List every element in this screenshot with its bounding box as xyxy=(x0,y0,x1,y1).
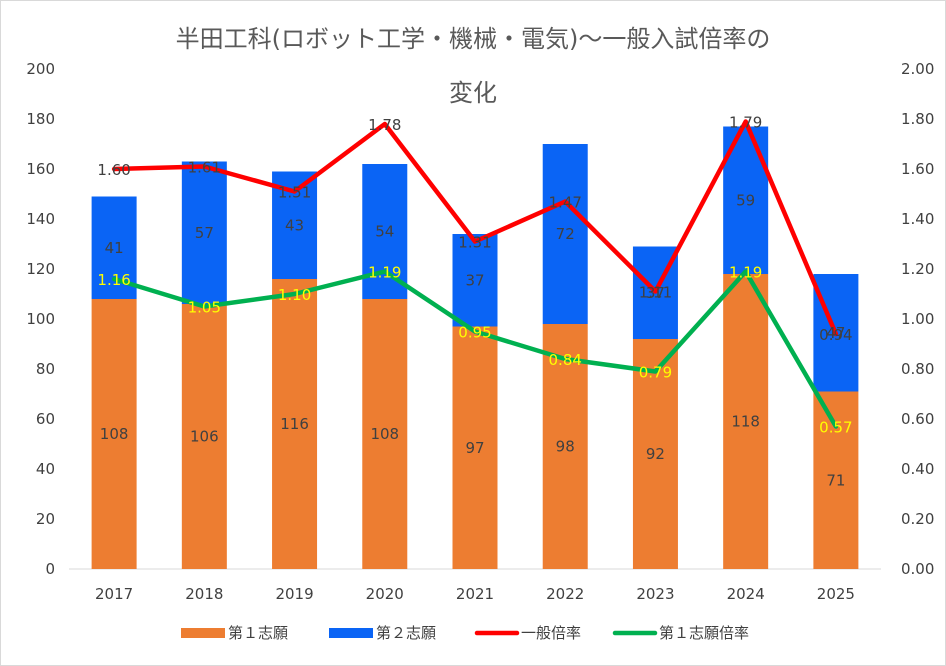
chart-title-line1: 半田工科(ロボット工学・機械・電気)〜一般入試倍率の xyxy=(176,25,771,53)
general-ratio-label: 0.94 xyxy=(819,326,852,344)
y-right-tick-label: 1.00 xyxy=(901,310,934,328)
y-left-tick-label: 140 xyxy=(26,210,55,228)
y-right-tick-label: 0.40 xyxy=(901,460,934,478)
first-choice-ratio-label: 1.16 xyxy=(97,271,130,289)
legend-label-3: 一般倍率 xyxy=(521,624,581,642)
y-left-tick-label: 60 xyxy=(36,410,55,428)
bar-first-choice-value-label: 116 xyxy=(280,415,309,433)
y-left-tick-label: 0 xyxy=(45,560,55,578)
bar-second-choice xyxy=(181,161,227,304)
y-right-tick-label: 0.80 xyxy=(901,360,934,378)
bar-series xyxy=(91,126,859,569)
bar-first-choice-value-label: 118 xyxy=(731,413,760,431)
x-tick-label: 2022 xyxy=(546,585,584,603)
y-left-tick-label: 80 xyxy=(36,360,55,378)
y-right-tick-label: 0.60 xyxy=(901,410,934,428)
general-ratio-label: 1.61 xyxy=(188,159,221,177)
general-ratio-label: 1.78 xyxy=(368,116,401,134)
line-first-choice-ratio xyxy=(111,269,839,429)
bar-first-choice-value-label: 106 xyxy=(190,428,219,446)
bar-second-choice-value-label: 54 xyxy=(375,223,394,241)
bar-second-choice xyxy=(452,234,498,327)
first-choice-ratio-label: 0.57 xyxy=(819,419,852,437)
x-tick-label: 2023 xyxy=(636,585,674,603)
bar-second-choice-value-label: 37 xyxy=(646,284,665,302)
x-tick-label: 2020 xyxy=(366,585,404,603)
y-left-tick-label: 40 xyxy=(36,460,55,478)
bar-first-choice xyxy=(813,391,859,569)
legend-label-2: 第２志願 xyxy=(376,624,436,642)
legend-swatch-2 xyxy=(329,628,373,638)
first-choice-ratio-label: 1.10 xyxy=(278,286,311,304)
chart-title-line2: 変化 xyxy=(449,79,497,107)
general-ratio-label: 1.51 xyxy=(278,184,311,202)
bar-first-choice xyxy=(452,326,498,569)
bar-first-choice xyxy=(181,304,227,569)
x-tick-label: 2021 xyxy=(456,585,494,603)
first-choice-ratio-label: 1.19 xyxy=(729,264,762,282)
bar-second-choice-value-label: 57 xyxy=(195,224,214,242)
y-left-tick-label: 160 xyxy=(26,160,55,178)
x-tick-label: 2019 xyxy=(275,585,313,603)
bar-first-choice-value-label: 92 xyxy=(646,445,665,463)
bar-first-choice-value-label: 71 xyxy=(826,471,845,489)
bar-first-choice-value-label: 98 xyxy=(556,438,575,456)
line-general-ratio xyxy=(111,119,839,337)
legend: 第１志願 第２志願 一般倍率 第１志願倍率 xyxy=(181,624,749,642)
bar-first-choice xyxy=(632,339,678,569)
legend-label-1: 第１志願 xyxy=(228,624,288,642)
bar-first-choice xyxy=(362,299,408,569)
bar-second-choice-value-label: 43 xyxy=(285,216,304,234)
y-right-tick-label: 2.00 xyxy=(901,60,934,78)
line-series xyxy=(111,119,839,429)
y-right-tick-label: 0.20 xyxy=(901,510,934,528)
bar-second-choice-value-label: 37 xyxy=(465,271,484,289)
x-tick-label: 2025 xyxy=(817,585,855,603)
y-right-tick-label: 0.00 xyxy=(901,560,934,578)
x-tick-label: 2018 xyxy=(185,585,223,603)
first-choice-ratio-label: 0.79 xyxy=(639,364,672,382)
general-ratio-label: 1.60 xyxy=(97,161,130,179)
bar-first-choice xyxy=(91,299,137,569)
legend-swatch-1 xyxy=(181,628,225,638)
axes: 0 20 40 60 80 100 120 140 160 180 200 0.00 0.20 0.40 0… xyxy=(26,60,934,603)
bar-second-choice-value-label: 59 xyxy=(736,191,755,209)
y-right-tick-label: 1.20 xyxy=(901,260,934,278)
bar-second-choice-value-label: 47 xyxy=(826,324,845,342)
general-ratio-label: 1.47 xyxy=(549,194,582,212)
first-choice-ratio-label: 1.19 xyxy=(368,264,401,282)
general-ratio-label: 1.79 xyxy=(729,114,762,132)
general-ratio-label: 1.31 xyxy=(458,234,491,252)
y-right-tick-label: 1.60 xyxy=(901,160,934,178)
y-left-tick-label: 120 xyxy=(26,260,55,278)
legend-label-4: 第１志願倍率 xyxy=(659,624,749,642)
y-left-tick-label: 200 xyxy=(26,60,55,78)
bar-second-choice-value-label: 72 xyxy=(556,225,575,243)
bar-first-choice-value-label: 108 xyxy=(100,425,129,443)
y-left-tick-label: 180 xyxy=(26,110,55,128)
bar-second-choice xyxy=(542,144,588,324)
y-left-tick-label: 20 xyxy=(36,510,55,528)
bar-first-choice xyxy=(542,324,588,569)
first-choice-ratio-label: 0.95 xyxy=(458,324,491,342)
bar-second-choice-value-label: 41 xyxy=(105,239,124,257)
y-left-tick-label: 100 xyxy=(26,310,55,328)
bar-first-choice-value-label: 97 xyxy=(465,439,484,457)
bar-first-choice xyxy=(723,274,769,569)
bar-first-choice xyxy=(272,279,318,569)
data-labels: 108 41 106 57 116 43 108 54 97 37 98 72 92 37 118 59 71 4… xyxy=(97,114,852,490)
first-choice-ratio-label: 1.05 xyxy=(188,299,221,317)
x-tick-label: 2017 xyxy=(95,585,133,603)
x-tick-label: 2024 xyxy=(727,585,765,603)
y-right-tick-label: 1.80 xyxy=(901,110,934,128)
y-right-tick-label: 1.40 xyxy=(901,210,934,228)
bar-first-choice-value-label: 108 xyxy=(370,425,399,443)
general-ratio-label: 1.11 xyxy=(639,284,672,302)
first-choice-ratio-label: 0.84 xyxy=(549,351,582,369)
